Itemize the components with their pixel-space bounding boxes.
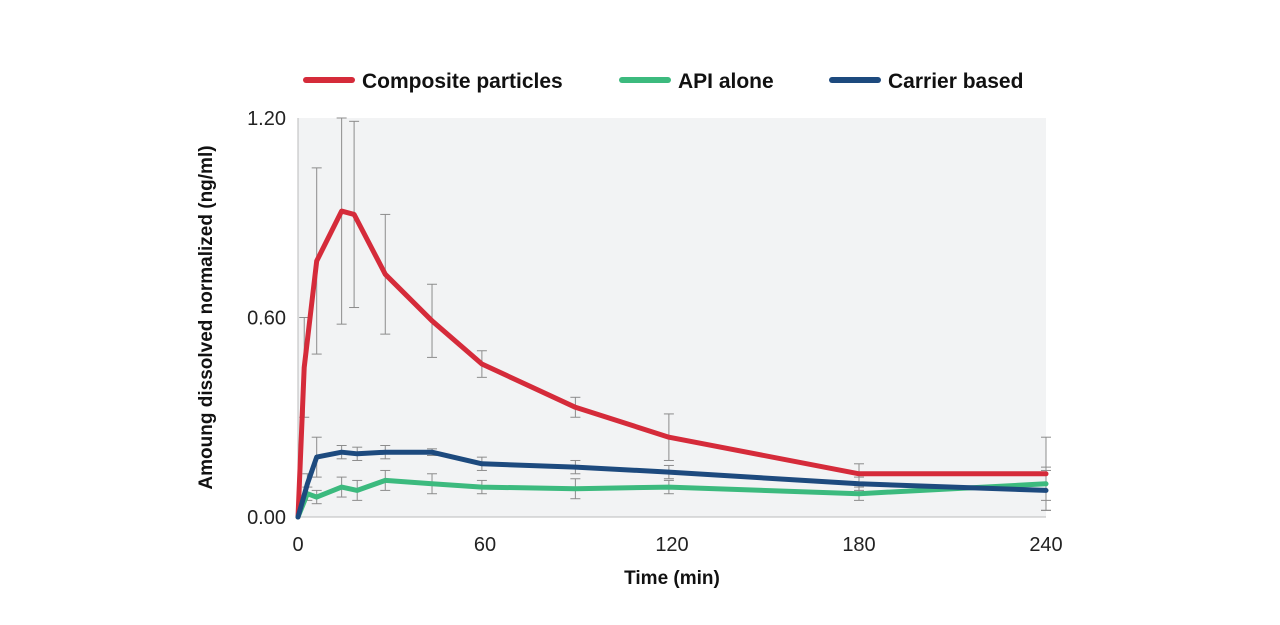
legend-entry: API alone bbox=[678, 70, 774, 93]
legend-entry: Composite particles bbox=[362, 70, 563, 93]
x-tick-label: 240 bbox=[1029, 534, 1062, 556]
x-tick-label: 60 bbox=[474, 534, 496, 556]
x-tick-label: 180 bbox=[842, 534, 875, 556]
x-axis-label: Time (min) bbox=[624, 568, 720, 589]
plot-area bbox=[298, 118, 1046, 517]
y-tick-label: 0.00 bbox=[247, 507, 286, 529]
series-line bbox=[295, 477, 1049, 520]
series-group bbox=[295, 117, 1051, 520]
legend: Composite particles API alone Carrier base… bbox=[303, 70, 1023, 93]
legend-entry: Carrier based bbox=[888, 70, 1023, 93]
series-line bbox=[295, 449, 1049, 520]
y-axis-ticks: 0.00 0.60 1.20 bbox=[247, 108, 286, 529]
y-tick-label: 0.60 bbox=[247, 308, 286, 330]
y-axis-label: Amoung dissolved normalized (ng/ml) bbox=[196, 145, 217, 489]
x-tick-label: 0 bbox=[292, 534, 303, 556]
x-tick-label: 120 bbox=[655, 534, 688, 556]
x-axis-ticks: 0 60 120 180 240 bbox=[292, 534, 1062, 556]
series-line bbox=[295, 208, 1049, 520]
y-tick-label: 1.20 bbox=[247, 108, 286, 130]
